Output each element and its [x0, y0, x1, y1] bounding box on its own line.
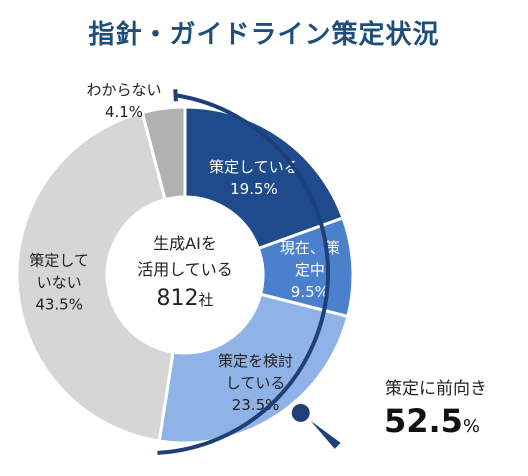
slice-3-label: いない [37, 274, 82, 292]
slice-1-label: 現在、策 [280, 239, 340, 257]
callout-value: 52.5% [384, 402, 480, 440]
slice-3-value: 43.5% [35, 296, 83, 314]
slice-2-label: 策定を検討 [218, 352, 293, 370]
callout-arc-cap [173, 89, 178, 102]
callout-arc [157, 93, 330, 455]
slice-1-label: 定中 [295, 261, 325, 279]
slice-2-label: している [226, 374, 286, 392]
slice-4-value: 4.1% [105, 103, 143, 121]
callout-pointer [310, 420, 341, 449]
chart-title: 指針・ガイドライン策定状況 [88, 20, 440, 50]
center-count-unit: 社 [198, 291, 213, 309]
center-count-number: 812 [156, 286, 198, 311]
slice-4-label: わからない [86, 81, 161, 99]
slice-3-label: 策定して [29, 252, 89, 270]
slice-2 [157, 292, 350, 445]
center-count: 812社 [156, 286, 213, 311]
callout-value-unit: % [463, 416, 480, 437]
center-label-line1: 生成AIを [153, 234, 217, 253]
slice-0-label: 策定している [209, 158, 299, 176]
slice-3 [15, 110, 175, 443]
callout-dot [291, 403, 310, 422]
slice-0-value: 19.5% [230, 180, 278, 198]
center-label-line2: 活用している [137, 260, 233, 279]
callout-label: 策定に前向き [385, 379, 487, 399]
callout-value-number: 52.5 [384, 402, 463, 440]
slice-4 [140, 105, 187, 202]
slice-1-value: 9.5% [291, 283, 329, 301]
